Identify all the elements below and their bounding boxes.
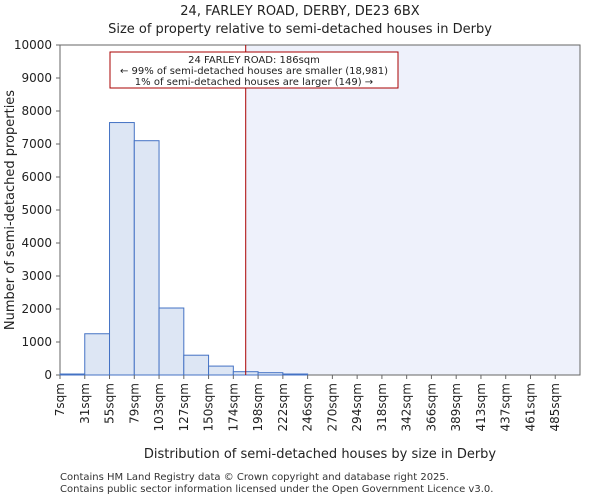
- chart-title: 24, FARLEY ROAD, DERBY, DE23 6BX: [180, 4, 420, 19]
- x-tick-label: 79sqm: [127, 383, 141, 424]
- y-tick-label: 5000: [21, 203, 52, 217]
- bar: [208, 365, 234, 376]
- annotation-box: [109, 51, 399, 89]
- bar: [59, 373, 86, 376]
- annotation-title: 24 FARLEY ROAD: 186sqm: [188, 55, 320, 66]
- y-tick-label: 9000: [21, 71, 52, 85]
- x-tick-label: 222sqm: [276, 383, 290, 431]
- annotation-smaller: ← 99% of semi-detached houses are smalle…: [120, 66, 388, 77]
- x-tick-label: 366sqm: [424, 383, 438, 431]
- y-tick-label: 1000: [21, 335, 52, 349]
- y-axis-title: Number of semi-detached properties: [3, 90, 18, 330]
- highlight-region: [245, 45, 580, 375]
- x-tick-label: 174sqm: [226, 383, 240, 431]
- bar: [133, 140, 160, 376]
- footer-licence: Contains public sector information licen…: [60, 484, 494, 495]
- bar: [109, 122, 135, 376]
- chart-subtitle: Size of property relative to semi-detach…: [108, 22, 492, 37]
- x-tick-label: 127sqm: [177, 383, 191, 431]
- y-tick-label: 8000: [21, 104, 52, 118]
- y-tick-label: 7000: [21, 137, 52, 151]
- x-tick-label: 389sqm: [449, 383, 463, 431]
- y-tick-label: 6000: [21, 170, 52, 184]
- x-tick-label: 103sqm: [152, 383, 166, 431]
- y-tick-label: 10000: [14, 38, 52, 52]
- x-tick-label: 485sqm: [548, 383, 562, 431]
- bar: [183, 354, 210, 376]
- bar: [257, 372, 284, 376]
- y-tick-label: 2000: [21, 302, 52, 316]
- bar: [84, 333, 111, 376]
- x-tick-label: 413sqm: [474, 383, 488, 431]
- y-tick-label: 0: [44, 368, 52, 382]
- x-tick-label: 270sqm: [325, 383, 339, 431]
- x-tick-label: 198sqm: [251, 383, 265, 431]
- x-axis-title: Distribution of semi-detached houses by …: [144, 447, 497, 462]
- bar: [282, 373, 309, 376]
- x-tick-label: 318sqm: [375, 383, 389, 431]
- x-tick-label: 342sqm: [400, 383, 414, 431]
- annotation-larger: 1% of semi-detached houses are larger (1…: [135, 77, 373, 88]
- x-tick-label: 437sqm: [499, 383, 513, 431]
- x-tick-label: 461sqm: [523, 383, 537, 431]
- bar: [158, 307, 185, 376]
- footer-copyright: Contains HM Land Registry data © Crown c…: [60, 472, 449, 483]
- x-tick-label: 246sqm: [301, 383, 315, 431]
- y-tick-label: 4000: [21, 236, 52, 250]
- y-tick-label: 3000: [21, 269, 52, 283]
- x-tick-label: 31sqm: [78, 383, 92, 424]
- x-tick-label: 150sqm: [202, 383, 216, 431]
- x-tick-label: 55sqm: [103, 383, 117, 424]
- x-tick-label: 7sqm: [53, 383, 67, 416]
- x-tick-label: 294sqm: [350, 383, 364, 431]
